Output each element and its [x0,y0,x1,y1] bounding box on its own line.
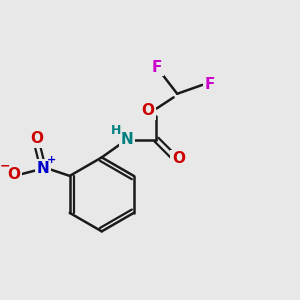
Text: H: H [110,124,121,137]
Text: N: N [37,161,50,176]
Text: O: O [31,131,44,146]
Text: O: O [172,152,185,166]
Text: +: + [47,154,56,165]
Text: F: F [151,60,162,75]
Text: O: O [7,167,20,182]
Text: N: N [121,132,133,147]
Text: F: F [205,77,215,92]
Text: −: − [0,160,10,172]
Text: O: O [141,103,154,118]
